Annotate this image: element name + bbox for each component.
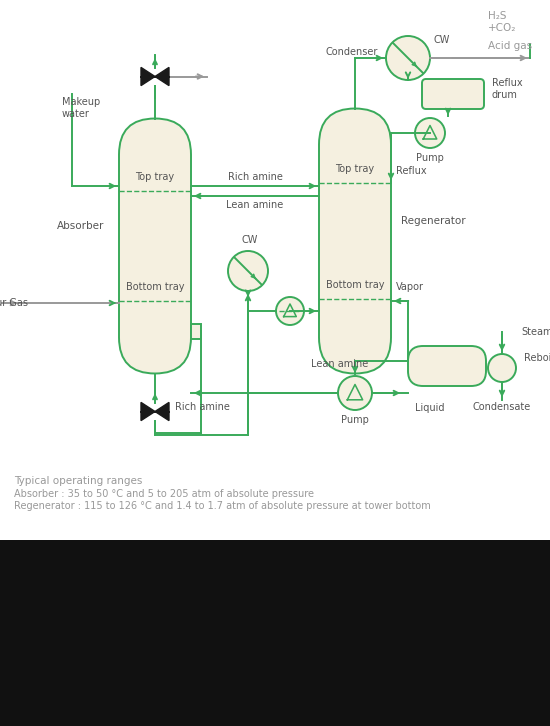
FancyBboxPatch shape (319, 108, 391, 373)
Text: Bottom tray: Bottom tray (326, 280, 384, 290)
Circle shape (488, 354, 516, 382)
Bar (0, 540, 550, 726)
Text: Pump: Pump (416, 153, 444, 163)
Text: Reboiler: Reboiler (524, 353, 550, 363)
Text: CW: CW (434, 35, 450, 45)
Circle shape (228, 251, 268, 291)
Bar (191, 324, 201, 338)
Text: Lean amine: Lean amine (227, 200, 284, 210)
Text: Pump: Pump (341, 415, 369, 425)
Text: Vapor: Vapor (396, 282, 424, 292)
Text: Liquid: Liquid (415, 403, 445, 413)
Text: Absorber: Absorber (57, 221, 104, 231)
Text: +CO₂: +CO₂ (488, 23, 516, 33)
Polygon shape (155, 402, 169, 420)
Bar (0, 460, 550, 540)
Text: Regenerator : 115 to 126 °C and 1.4 to 1.7 atm of absolute pressure at tower bot: Regenerator : 115 to 126 °C and 1.4 to 1… (14, 501, 431, 511)
Text: Sour Gas: Sour Gas (0, 298, 28, 308)
Circle shape (386, 36, 430, 80)
Text: CW: CW (242, 235, 258, 245)
Text: Top tray: Top tray (135, 172, 174, 182)
Circle shape (338, 376, 372, 410)
Text: Absorber : 35 to 50 °C and 5 to 205 atm of absolute pressure: Absorber : 35 to 50 °C and 5 to 205 atm … (14, 489, 314, 499)
Text: Bottom tray: Bottom tray (126, 282, 184, 292)
Text: Makeup
water: Makeup water (62, 97, 100, 119)
Polygon shape (141, 68, 155, 86)
Text: Condenser: Condenser (326, 47, 378, 57)
Text: Steam: Steam (521, 327, 550, 337)
FancyBboxPatch shape (408, 346, 486, 386)
Text: Regenerator: Regenerator (401, 216, 465, 226)
Text: Top tray: Top tray (336, 164, 375, 174)
Text: Reflux
drum: Reflux drum (492, 78, 522, 99)
Text: H₂S: H₂S (488, 11, 507, 21)
Polygon shape (155, 68, 169, 86)
FancyBboxPatch shape (119, 118, 191, 373)
Polygon shape (141, 402, 155, 420)
FancyBboxPatch shape (422, 79, 484, 109)
Text: Rich amine: Rich amine (228, 172, 283, 182)
Bar (0, 0, 550, 540)
Circle shape (276, 297, 304, 325)
Text: Typical operating ranges: Typical operating ranges (14, 476, 142, 486)
Text: Rich amine: Rich amine (175, 401, 230, 412)
Bar (0, 476, 550, 536)
Text: Lean amine: Lean amine (311, 359, 368, 369)
Circle shape (415, 118, 445, 148)
Text: Condensate: Condensate (473, 402, 531, 412)
Text: Reflux: Reflux (396, 166, 427, 176)
Text: Acid gas: Acid gas (488, 41, 532, 51)
